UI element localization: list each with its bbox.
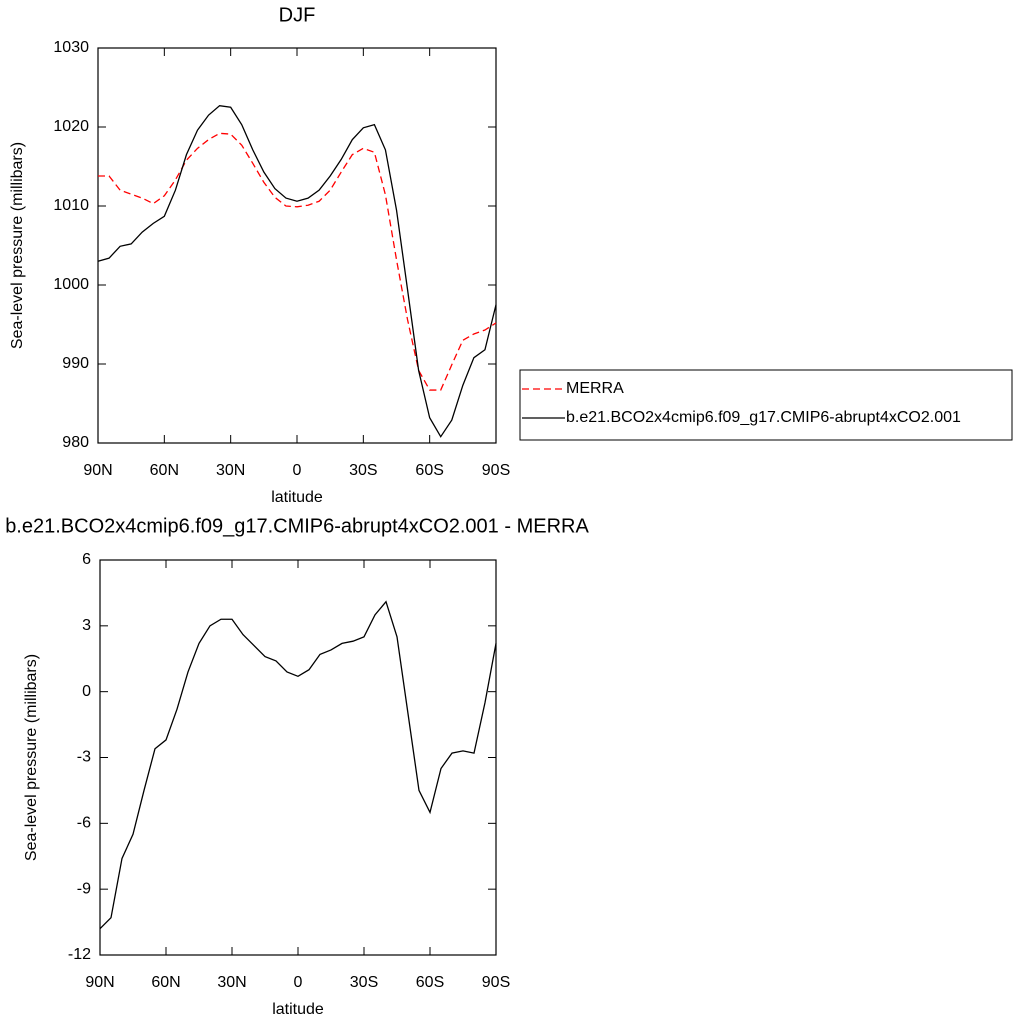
y-tick-label: -6	[77, 815, 91, 832]
legend-label: b.e21.BCO2x4cmip6.f09_g17.CMIP6-abrupt4x…	[566, 409, 961, 426]
series-line	[99, 600, 497, 930]
series-line	[98, 132, 497, 391]
legend-box	[519, 369, 1013, 441]
y-tick-label: 990	[62, 355, 89, 372]
y-tick-label: 6	[82, 551, 91, 568]
x-tick-label: 90S	[482, 462, 510, 479]
x-tick-label: 0	[294, 974, 303, 991]
x-tick-label: 60S	[415, 462, 443, 479]
chart-title: b.e21.BCO2x4cmip6.f09_g17.CMIP6-abrupt4x…	[5, 515, 589, 537]
x-tick-label: 60N	[150, 462, 179, 479]
y-tick-label: -9	[77, 880, 91, 897]
x-tick-label: 30S	[349, 462, 377, 479]
y-tick-label: 980	[62, 434, 89, 451]
y-tick-label: 3	[82, 617, 91, 634]
chart-title: DJF	[279, 4, 316, 26]
x-tick-label: 90S	[482, 974, 510, 991]
y-axis-label: Sea-level pressure (millibars)	[23, 654, 40, 861]
y-tick-label: 1010	[53, 197, 89, 214]
x-axis-label: latitude	[272, 1001, 324, 1018]
legend-label: MERRA	[566, 380, 624, 397]
y-tick-label: 1020	[53, 118, 89, 135]
y-axis-label: Sea-level pressure (millibars)	[9, 142, 26, 349]
plot-frame	[97, 47, 497, 444]
x-tick-label: 90N	[85, 974, 114, 991]
y-tick-label: -3	[77, 749, 91, 766]
x-tick-label: 0	[293, 462, 302, 479]
x-axis-label: latitude	[271, 489, 323, 506]
y-tick-label: 1000	[53, 276, 89, 293]
y-tick-label: 1030	[53, 39, 89, 56]
x-tick-label: 90N	[83, 462, 112, 479]
series-line	[97, 104, 497, 438]
y-tick-label: -12	[68, 946, 91, 963]
x-tick-label: 60S	[416, 974, 444, 991]
plot-frame	[99, 559, 497, 956]
y-tick-label: 0	[82, 683, 91, 700]
x-tick-label: 30N	[216, 462, 245, 479]
x-tick-label: 30N	[217, 974, 246, 991]
x-tick-label: 60N	[151, 974, 180, 991]
x-tick-label: 30S	[350, 974, 378, 991]
